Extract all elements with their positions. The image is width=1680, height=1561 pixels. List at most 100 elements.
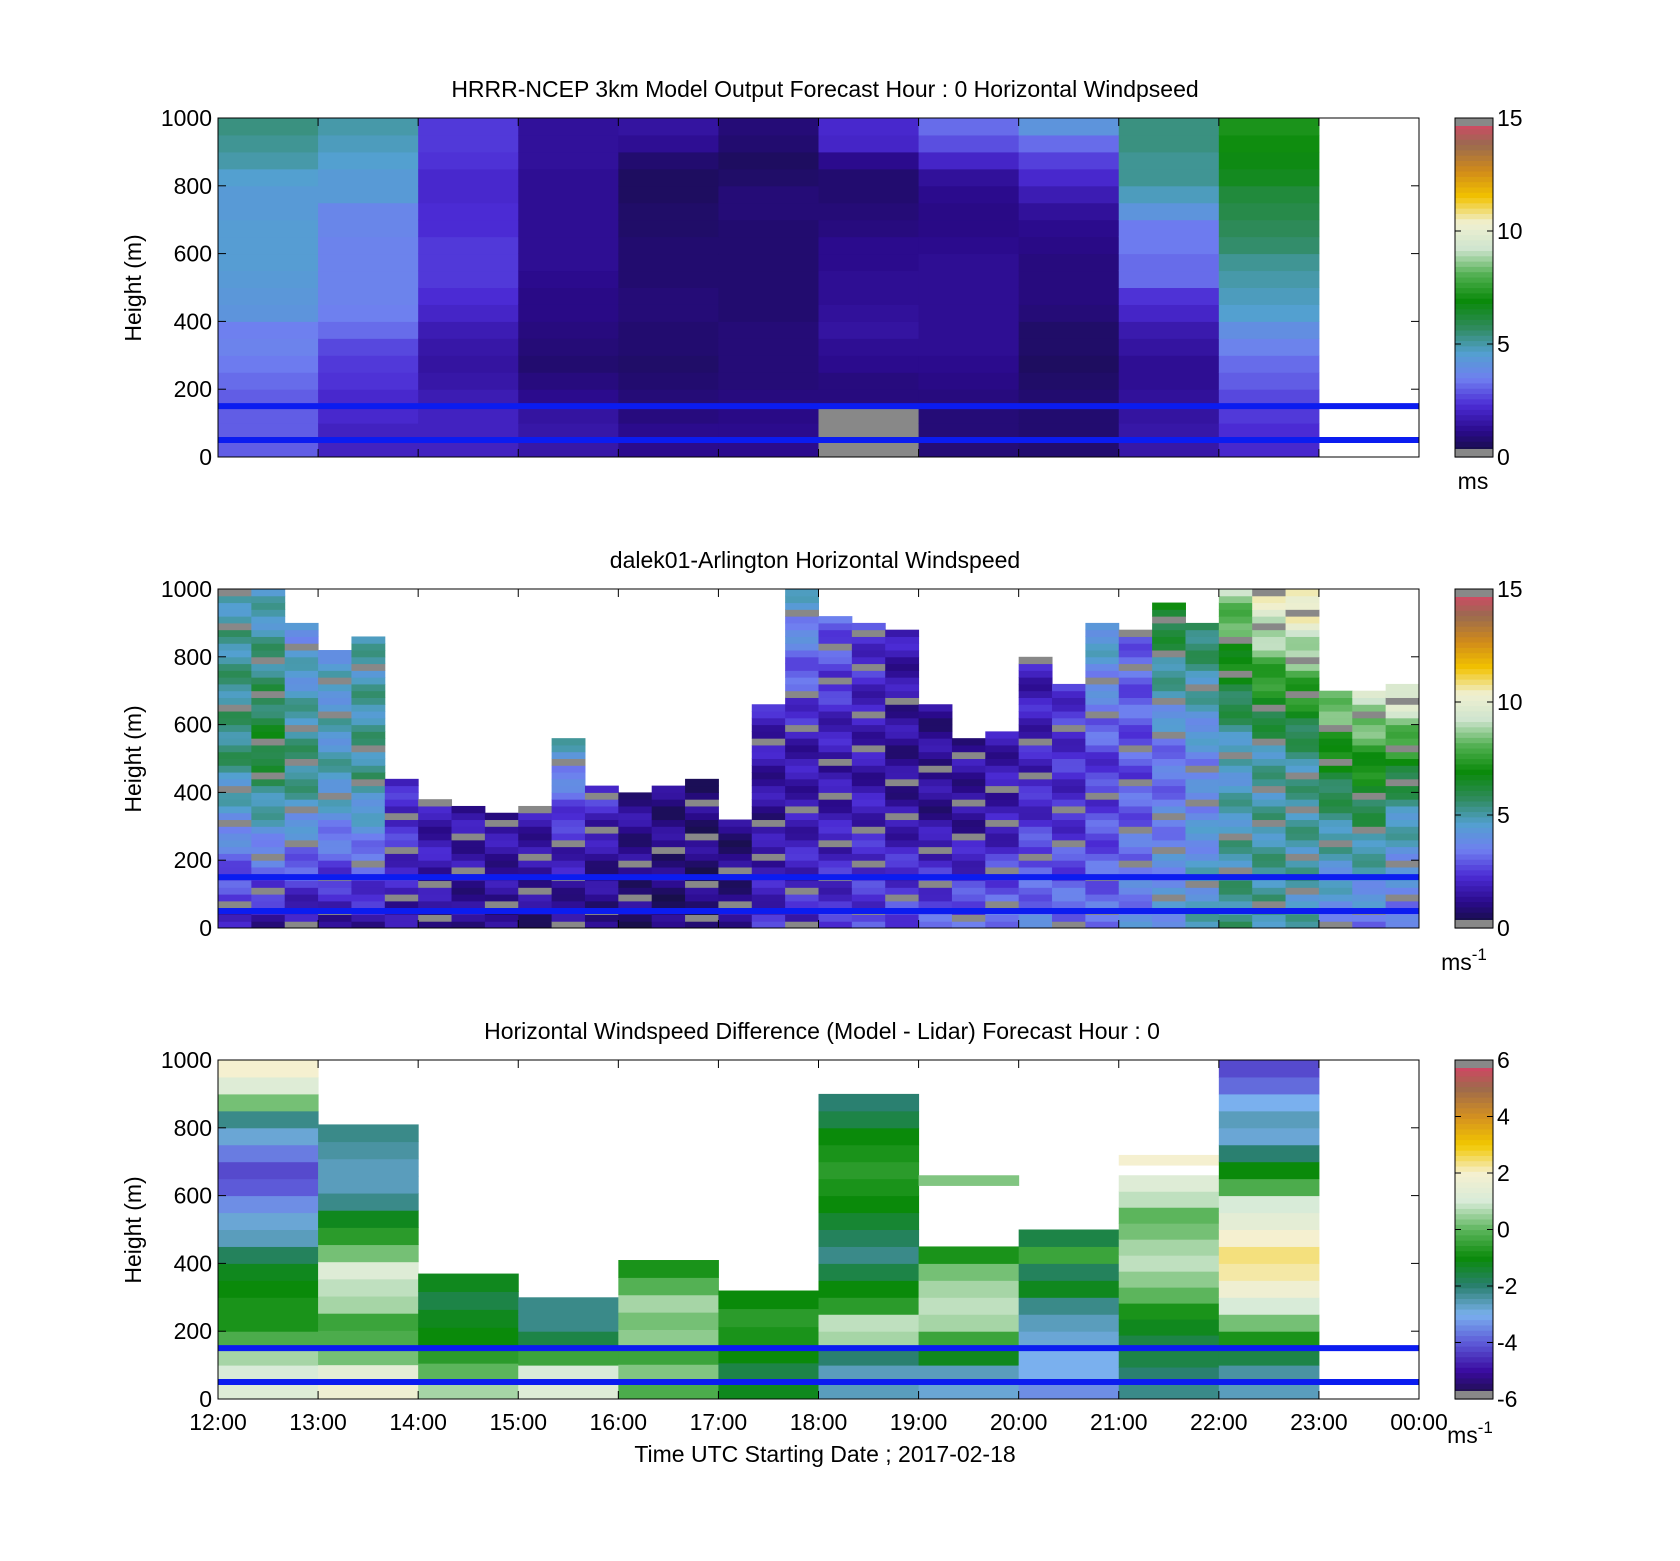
lidar-cell (1318, 846, 1353, 854)
lidar-cell (1018, 805, 1053, 814)
lidar-cell (1152, 643, 1186, 651)
lidar-cell (751, 894, 786, 902)
lidar-cell (1085, 778, 1120, 787)
lidar-cell (785, 643, 819, 651)
lidar-cell (1285, 697, 1320, 705)
lidar-cell (1285, 765, 1320, 773)
colorbar-swatch (1455, 149, 1493, 156)
lidar-cell (1318, 799, 1353, 807)
lidar-cell (218, 616, 252, 624)
lidar-cell (785, 744, 819, 753)
lidar-cell (318, 914, 352, 922)
model-cell (318, 389, 419, 407)
lidar-cell (1085, 656, 1120, 665)
lidar-cell (1152, 819, 1186, 827)
colorbar-swatch (1455, 335, 1493, 342)
lidar-cell (1218, 833, 1253, 841)
y-tick-label: 400 (174, 779, 212, 805)
lidar-cell (1085, 711, 1120, 719)
lidar-cell (851, 656, 886, 665)
difference-cell (218, 1263, 319, 1281)
lidar-cell (1018, 690, 1053, 698)
lidar-cell (785, 690, 819, 698)
lidar-cell (1185, 765, 1220, 773)
lidar-cell (1118, 812, 1153, 821)
colorbar-swatch (1455, 255, 1493, 262)
model-cell (518, 406, 619, 424)
lidar-cell (985, 887, 1020, 895)
lidar-cell (885, 690, 920, 698)
lidar-cell (1218, 636, 1253, 644)
colorbar-swatch (1455, 393, 1493, 400)
difference-cell (318, 1193, 419, 1211)
lidar-cell (1085, 792, 1120, 800)
lidar-cell (851, 711, 886, 719)
lidar-cell (218, 887, 252, 895)
lidar-cell (851, 697, 886, 705)
difference-cell (918, 1331, 1020, 1349)
lidar-cell (785, 778, 819, 787)
lidar-cell (918, 894, 953, 902)
lidar-cell (1318, 785, 1353, 793)
lidar-cell (785, 846, 819, 854)
model-cell (418, 321, 519, 339)
model-cell (818, 168, 920, 187)
model-cell (518, 372, 619, 390)
lidar-cell (985, 785, 1020, 793)
lidar-cell (584, 833, 619, 841)
lidar-cell (1152, 697, 1186, 705)
lidar-cell (318, 833, 352, 841)
lidar-cell (1218, 711, 1253, 719)
lidar-cell (284, 853, 319, 861)
model-cell (1218, 253, 1320, 272)
lidar-cell (1118, 839, 1153, 848)
model-cell (818, 389, 920, 407)
y-tick-label: 1000 (161, 1047, 212, 1073)
lidar-cell (1185, 622, 1220, 631)
lidar-cell (1052, 765, 1086, 773)
model-cell (718, 321, 819, 339)
lidar-cell (551, 805, 586, 814)
lidar-cell (418, 860, 453, 868)
lidar-cell (484, 853, 519, 861)
lidar-cell (885, 724, 920, 732)
model-cell (418, 185, 519, 204)
model-cell (718, 355, 819, 373)
lidar-cell (218, 704, 252, 712)
lidar-cell (618, 826, 653, 834)
difference-cell (218, 1382, 319, 1400)
lidar-cell (918, 772, 953, 780)
model-cell (218, 440, 319, 458)
lidar-cell (1285, 819, 1320, 827)
lidar-cell (518, 819, 553, 827)
lidar-cell (218, 853, 252, 861)
lidar-cell (851, 846, 886, 854)
lidar-cell (1352, 846, 1387, 854)
difference-cell (1018, 1314, 1120, 1332)
lidar-cell (618, 792, 653, 800)
model-cell (1218, 270, 1320, 288)
lidar-cell (1352, 758, 1387, 766)
lidar-cell (1185, 751, 1220, 759)
lidar-cell (751, 717, 786, 726)
lidar-cell (851, 860, 886, 868)
lidar-cell (1285, 636, 1320, 644)
colorbar-swatch (1455, 1097, 1493, 1103)
lidar-cell (818, 690, 853, 698)
difference-cell (918, 1263, 1020, 1281)
lidar-cell (1085, 765, 1120, 773)
lidar-cell (351, 731, 386, 739)
y-tick-label: 200 (174, 376, 212, 402)
lidar-cell (1352, 914, 1387, 922)
lidar-cell (851, 792, 886, 800)
model-cell (518, 168, 619, 187)
lidar-cell (685, 833, 719, 841)
model-cell (418, 372, 519, 390)
lidar-cell (1218, 744, 1253, 753)
lidar-cell (218, 677, 252, 685)
colorbar-swatch (1455, 1070, 1493, 1077)
model-cell (1018, 423, 1120, 441)
colorbar-swatch (1455, 388, 1493, 395)
difference-cell (918, 1348, 1020, 1366)
